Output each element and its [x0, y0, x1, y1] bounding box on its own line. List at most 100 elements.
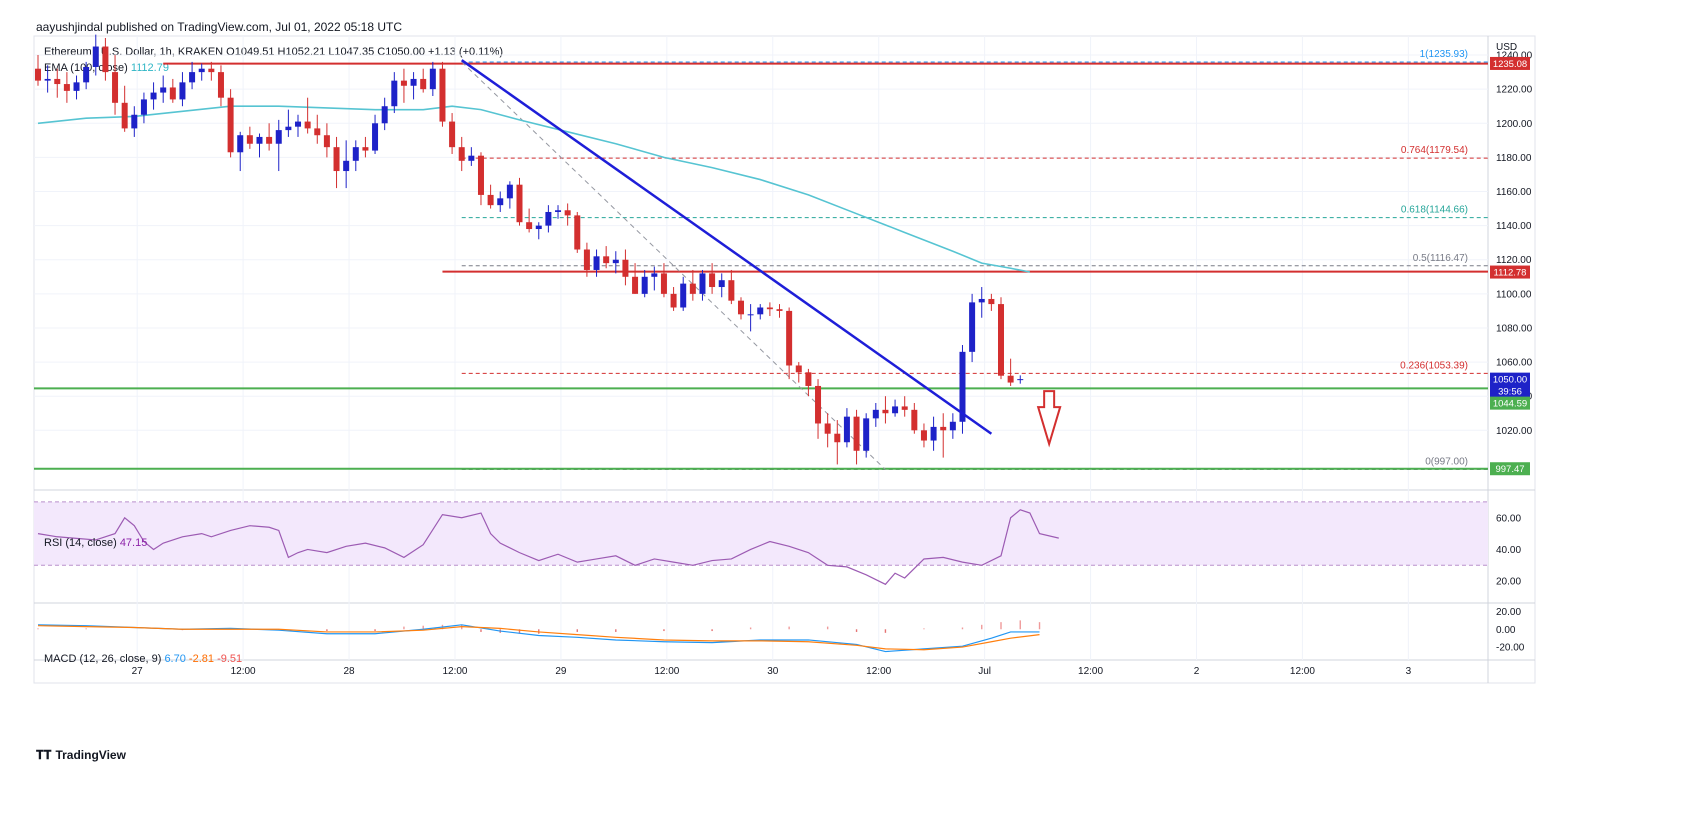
- candle-down: [882, 409, 889, 414]
- candle-down: [121, 102, 128, 129]
- y-tick-label: 1100.00: [1496, 289, 1532, 300]
- candle-up: [429, 68, 436, 90]
- candle-down: [564, 210, 571, 216]
- rsi-legend: RSI (14, close) 47.15: [44, 537, 147, 549]
- x-tick-label: 12:00: [654, 666, 679, 677]
- price-tag-label: 1044.59: [1493, 399, 1527, 410]
- y-tick-label: 1240.00: [1496, 51, 1533, 62]
- candle-up: [73, 82, 80, 91]
- candle-up: [680, 283, 687, 308]
- fib-level-label: 0.764(1179.54): [1401, 145, 1468, 156]
- candle-down: [776, 309, 783, 311]
- fib-level-label: 0.5(1116.47): [1413, 253, 1468, 264]
- candle-up: [83, 66, 90, 83]
- candle-down: [920, 430, 927, 441]
- y-tick-label: 1080.00: [1496, 323, 1533, 334]
- candle-up: [198, 68, 205, 73]
- bearish-trendline: [460, 59, 993, 435]
- x-tick-label: 2: [1194, 666, 1200, 677]
- candle-down: [458, 147, 465, 161]
- candle-up: [555, 210, 562, 212]
- candle-down: [333, 147, 340, 172]
- candle-up: [863, 418, 870, 451]
- candle-down: [728, 280, 735, 301]
- tradingview-mark-icon: 𝐓𝐓: [36, 748, 52, 762]
- candle-down: [487, 194, 494, 206]
- candle-down: [824, 423, 831, 434]
- candle-up: [131, 114, 138, 129]
- candle-down: [911, 409, 918, 431]
- candle-up: [295, 121, 302, 127]
- x-tick-label: 12:00: [231, 666, 256, 677]
- candle-down: [766, 307, 773, 310]
- x-tick-label: 30: [767, 666, 779, 677]
- candle-down: [901, 406, 908, 410]
- candle-up: [256, 136, 263, 144]
- candle-up: [410, 78, 417, 86]
- price-tag-label: 1050.00: [1493, 375, 1527, 386]
- candle-up: [391, 80, 398, 107]
- tradingview-logo-text: TradingView: [55, 748, 126, 762]
- macd-legend: MACD (12, 26, close, 9) 6.70 -2.81 -9.51: [44, 653, 242, 665]
- y-tick-label: 1020.00: [1496, 426, 1533, 437]
- tradingview-logo[interactable]: 𝐓𝐓 TradingView: [36, 748, 126, 763]
- candle-up: [969, 302, 976, 352]
- candle-down: [689, 283, 696, 294]
- rsi-y-tick-label: 40.00: [1496, 545, 1521, 556]
- rsi-y-tick-label: 60.00: [1496, 513, 1521, 524]
- candle-up: [189, 72, 196, 83]
- price-tag-box: [1490, 372, 1530, 386]
- candle-up: [843, 416, 850, 443]
- fib-level-label: 0(997.00): [1425, 457, 1468, 468]
- rsi-label: RSI (14, close): [44, 537, 117, 549]
- price-tag-label: 997.47: [1495, 464, 1524, 475]
- candle-up: [160, 87, 167, 93]
- candle-down: [35, 68, 41, 81]
- candle-up: [892, 406, 899, 414]
- y-tick-label: 1160.00: [1496, 187, 1532, 198]
- x-tick-label: 12:00: [442, 666, 467, 677]
- chart-frame: [33, 35, 1536, 684]
- macd-y-tick-label: -20.00: [1496, 643, 1525, 654]
- candle-up: [978, 298, 985, 303]
- y-tick-label: 1180.00: [1496, 153, 1532, 164]
- candle-up: [92, 46, 99, 67]
- candle-down: [102, 46, 109, 73]
- candle-down: [670, 293, 677, 308]
- price-tag-label: 1112.78: [1494, 268, 1527, 279]
- candle-down: [853, 416, 860, 451]
- candle-up: [237, 135, 244, 153]
- candle-down: [632, 276, 639, 294]
- candle-down: [574, 215, 581, 250]
- candle-up: [593, 256, 600, 270]
- candle-down: [449, 121, 456, 148]
- fib-level-label: 1(1235.93): [1420, 49, 1468, 60]
- candle-up: [150, 92, 157, 100]
- ema-value: 1112.79: [130, 62, 169, 74]
- candle-up: [757, 307, 764, 315]
- candle-up: [497, 198, 504, 206]
- candle-down: [246, 135, 253, 144]
- macd-value: 6.70: [164, 653, 186, 665]
- x-tick-label: 27: [132, 666, 144, 677]
- price-tag-box: [1490, 396, 1530, 410]
- macd-label: MACD (12, 26, close, 9): [44, 653, 162, 665]
- price-tag-label: 39:56: [1498, 387, 1522, 398]
- candle-down: [420, 78, 427, 90]
- macd-signal-value: -2.81: [188, 653, 214, 665]
- candle-down: [112, 72, 119, 103]
- candle-up: [641, 276, 648, 294]
- candle-down: [988, 298, 995, 305]
- candle-up: [343, 160, 350, 172]
- candle-up: [545, 211, 552, 226]
- candle-up: [44, 78, 51, 81]
- y-tick-label: 1060.00: [1496, 358, 1533, 369]
- candle-down: [622, 259, 629, 277]
- candle-down: [795, 365, 802, 373]
- candle-down: [314, 128, 321, 136]
- price-tag-box: [1490, 265, 1530, 279]
- y-tick-label: 1200.00: [1496, 119, 1533, 130]
- candle-down: [603, 256, 610, 264]
